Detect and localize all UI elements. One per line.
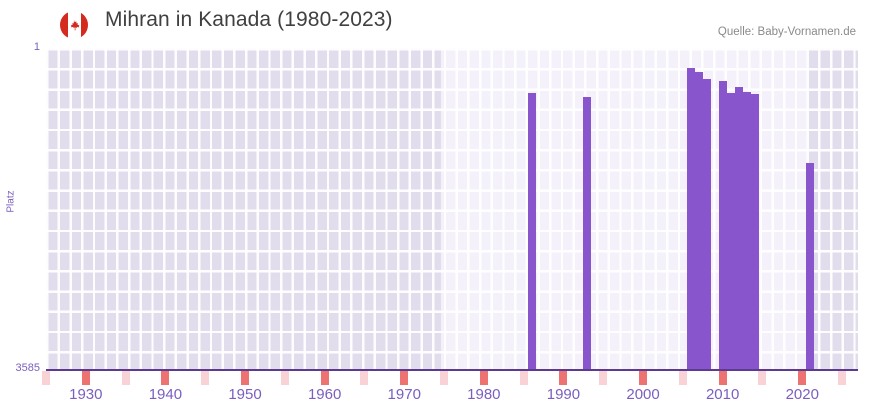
x-axis-tick-label: 1980 [467,386,501,403]
x-axis-labels: 1930 1940 1950 1960 1970 1980 1990 2000 2010 2020 [0,386,873,412]
x-tick-minor [758,371,767,385]
x-axis-tick-label: 2020 [785,386,819,403]
bar [694,72,703,369]
maple-leaf-icon [60,11,88,39]
x-axis-tick-label: 1940 [148,386,183,403]
x-tick-minor [838,371,847,385]
source-attribution: Quelle: Baby-Vornamen.de [717,26,856,38]
x-tick-minor [519,371,528,385]
x-axis-tick-label: 1990 [546,386,581,403]
x-axis-tick-label: 1970 [387,386,421,403]
bar [726,92,735,369]
plot-shade-left [46,48,441,369]
flag-left-band [60,11,68,39]
bar [806,163,815,369]
x-tick-minor [360,371,369,385]
x-tick-minor [678,371,687,385]
y-axis-title: Platz [5,190,17,213]
x-tick-major [798,371,807,385]
x-tick-major [320,371,329,385]
flag-right-band [80,11,88,39]
x-axis-line [46,369,858,371]
x-tick-major [639,371,648,385]
bar [583,96,592,369]
x-tick-major [161,371,170,385]
bar [718,80,727,369]
x-tick-major [81,371,90,385]
canada-flag-icon [60,11,88,39]
x-tick-major [400,371,409,385]
x-tick-major [559,371,568,385]
x-axis-tick-label: 2010 [705,386,740,403]
x-axis-tick-label: 1950 [228,386,262,403]
x-tick-minor [440,371,449,385]
plot-area [46,48,858,369]
bar [742,91,751,369]
x-axis-tick-label: 1960 [307,386,342,403]
x-tick-major [241,371,250,385]
plot-shade-right [807,48,858,369]
bar [750,93,759,369]
bar [702,79,711,369]
y-axis-top-tick-label: 1 [33,41,40,53]
x-tick-minor [599,371,608,385]
bar [527,92,536,369]
x-tick-minor [42,371,50,385]
x-tick-minor [201,371,210,385]
bar [734,87,743,369]
x-axis-tick-label: 2000 [626,386,660,403]
x-tick-major [479,371,488,385]
x-tick-minor [121,371,130,385]
page-title: Mihran in Kanada (1980-2023) [105,8,393,31]
bar [686,68,695,369]
x-tick-major [718,371,727,385]
x-axis-tick-label: 1930 [69,386,103,403]
chart-header: Mihran in Kanada (1980-2023) Quelle: Bab… [0,0,873,48]
x-axis-tick-markers [42,371,858,385]
x-tick-minor [280,371,289,385]
y-axis-bottom-tick-label: 3585 [15,362,40,374]
